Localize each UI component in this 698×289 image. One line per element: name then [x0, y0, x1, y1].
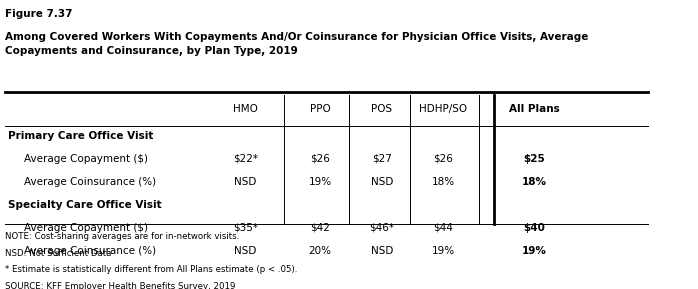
Text: $26: $26	[310, 154, 330, 164]
Text: Average Copayment ($): Average Copayment ($)	[24, 223, 148, 233]
Text: $22*: $22*	[232, 154, 258, 164]
Text: $40: $40	[524, 223, 545, 233]
Text: $46*: $46*	[369, 223, 394, 233]
Text: Average Copayment ($): Average Copayment ($)	[24, 154, 148, 164]
Text: 20%: 20%	[309, 246, 332, 256]
Text: All Plans: All Plans	[509, 104, 560, 114]
Text: POS: POS	[371, 104, 392, 114]
Text: HMO: HMO	[232, 104, 258, 114]
Text: HDHP/SO: HDHP/SO	[419, 104, 468, 114]
Text: NSD: NSD	[234, 177, 256, 187]
Text: $25: $25	[524, 154, 545, 164]
Text: 18%: 18%	[522, 177, 547, 187]
Text: NSD: NSD	[371, 246, 393, 256]
Text: $35*: $35*	[232, 223, 258, 233]
Text: NSD: NSD	[371, 177, 393, 187]
Text: $26: $26	[433, 154, 454, 164]
Text: Among Covered Workers With Copayments And/Or Coinsurance for Physician Office Vi: Among Covered Workers With Copayments An…	[5, 32, 588, 56]
Text: $44: $44	[433, 223, 454, 233]
Text: Figure 7.37: Figure 7.37	[5, 9, 72, 19]
Text: $42: $42	[310, 223, 330, 233]
Text: Average Coinsurance (%): Average Coinsurance (%)	[24, 246, 156, 256]
Text: * Estimate is statistically different from All Plans estimate (p < .05).: * Estimate is statistically different fr…	[5, 265, 297, 274]
Text: NSD: NSD	[234, 246, 256, 256]
Text: Specialty Care Office Visit: Specialty Care Office Visit	[8, 200, 161, 210]
Text: Average Coinsurance (%): Average Coinsurance (%)	[24, 177, 156, 187]
Text: 19%: 19%	[432, 246, 455, 256]
Text: 19%: 19%	[522, 246, 547, 256]
Text: $27: $27	[372, 154, 392, 164]
Text: 19%: 19%	[309, 177, 332, 187]
Text: NSD: Not Sufficient Data: NSD: Not Sufficient Data	[5, 249, 111, 257]
Text: NOTE: Cost-sharing averages are for in-network visits.: NOTE: Cost-sharing averages are for in-n…	[5, 232, 239, 241]
Text: SOURCE: KFF Employer Health Benefits Survey, 2019: SOURCE: KFF Employer Health Benefits Sur…	[5, 282, 235, 289]
Text: 18%: 18%	[432, 177, 455, 187]
Text: Primary Care Office Visit: Primary Care Office Visit	[8, 131, 154, 141]
Text: PPO: PPO	[309, 104, 330, 114]
